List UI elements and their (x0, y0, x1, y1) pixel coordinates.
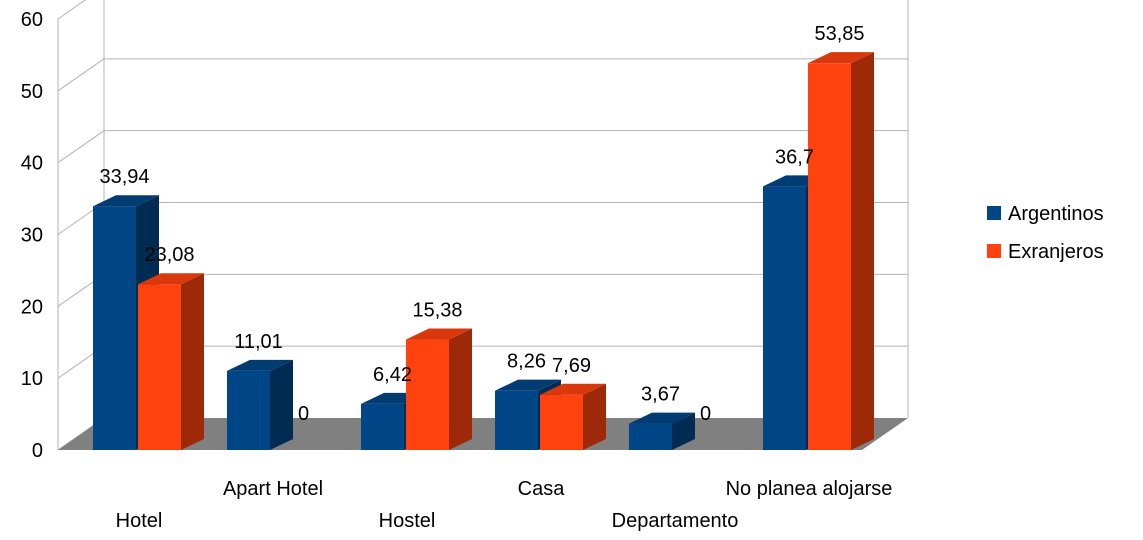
bar-top (495, 379, 561, 391)
bar-side (583, 383, 606, 450)
bar-side (270, 359, 293, 450)
bar-top (808, 52, 874, 64)
category-label: No planea alojarse (726, 478, 893, 500)
bar-front (227, 370, 270, 450)
bar-exranjeros-2 (406, 328, 472, 450)
category-label: Hotel (116, 510, 163, 532)
bar-exranjeros-0 (138, 273, 204, 450)
data-label: 0 (298, 403, 309, 425)
bar-front (808, 63, 851, 451)
data-label: 7,69 (552, 355, 591, 377)
y-tick-label: 50 (21, 81, 43, 103)
bar-front (763, 186, 806, 450)
data-label: 8,26 (507, 351, 546, 373)
bar-front (540, 394, 583, 450)
bar-argentinos-1 (227, 359, 293, 450)
bar-front (361, 403, 404, 450)
gridline-side (57, 58, 105, 92)
y-tick-label: 40 (21, 153, 43, 175)
legend-swatch (987, 244, 1001, 258)
legend-label: Exranjeros (1008, 241, 1104, 263)
bar-front (138, 284, 181, 450)
bar-exranjeros-3 (540, 383, 606, 450)
data-label: 15,38 (412, 300, 462, 322)
bar-top (629, 412, 695, 424)
legend: Argentinos Exranjeros (987, 203, 1104, 263)
data-label: 6,42 (373, 364, 412, 386)
bar-top (93, 195, 159, 207)
bar-exranjeros-5 (808, 52, 874, 451)
bar-side (672, 412, 695, 450)
bar-side (449, 328, 472, 450)
category-label: Apart Hotel (223, 478, 323, 500)
data-label: 53,85 (814, 23, 864, 45)
bar-front (406, 339, 449, 450)
bar-top (227, 359, 293, 371)
y-tick-label: 0 (32, 440, 43, 462)
x-axis-categories: Hotel Apart Hotel Hostel Casa Departamento No… (116, 478, 893, 532)
category-label: Hostel (379, 510, 436, 532)
y-axis-ticks: 0 10 20 30 40 50 60 (21, 9, 43, 462)
category-label: Casa (518, 478, 566, 500)
legend-swatch (987, 206, 1001, 220)
bar-front (495, 390, 538, 450)
gridline-side (57, 130, 105, 164)
value-labels: 33,94 23,08 11,01 0 6,42 15,38 8,26 7,69 3,67 0 36… (99, 23, 864, 425)
data-label: 0 (700, 403, 711, 425)
y-tick-label: 30 (21, 225, 43, 247)
y-tick-label: 60 (21, 9, 43, 31)
bar-argentinos-4 (629, 412, 695, 450)
bar-top (138, 273, 204, 285)
data-label: 11,01 (234, 331, 283, 353)
data-label: 23,08 (144, 244, 194, 266)
bar-top (540, 383, 606, 395)
y-tick-label: 10 (21, 368, 43, 390)
data-label: 36,7 (775, 146, 814, 168)
data-label: 3,67 (641, 384, 680, 406)
data-label: 33,94 (99, 166, 149, 188)
bar-side (851, 52, 874, 451)
bar-side (181, 273, 204, 450)
y-tick-label: 20 (21, 296, 43, 318)
bar-front (629, 423, 672, 450)
legend-label: Argentinos (1008, 203, 1104, 225)
gridline-side (57, 0, 87, 20)
bars (93, 52, 874, 451)
category-label: Departamento (612, 510, 739, 532)
bar-top (406, 328, 472, 340)
bar-front (93, 206, 136, 450)
